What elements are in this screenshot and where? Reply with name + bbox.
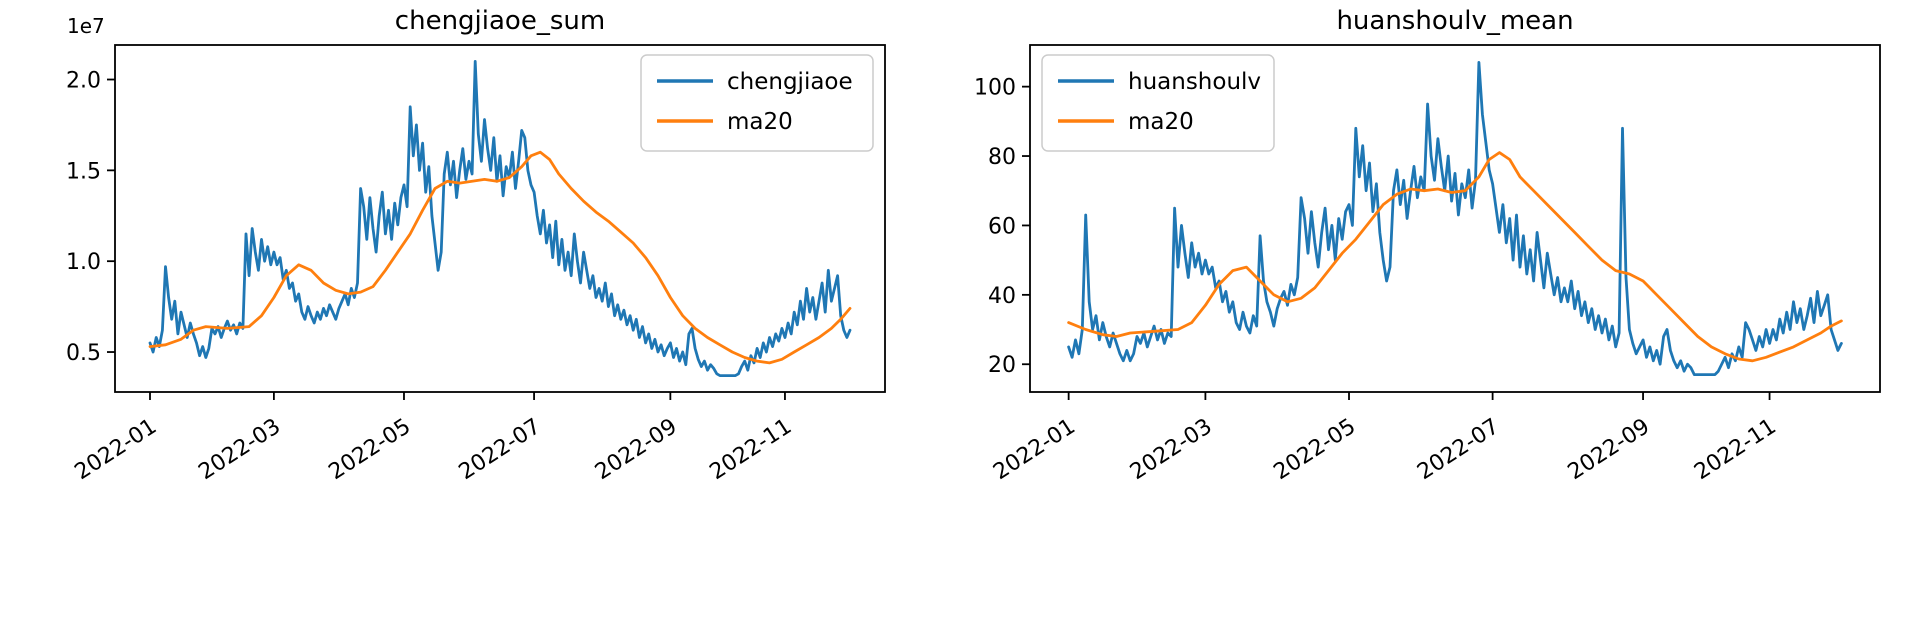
x-tick-label: 2022-05 [1270, 414, 1361, 485]
legend-box [640, 54, 874, 152]
y-tick-label: 2.0 [66, 69, 101, 94]
y-tick-label: 60 [988, 214, 1016, 239]
x-tick-label: 2022-01 [71, 414, 162, 485]
x-tick-label: 2022-07 [455, 414, 546, 485]
x-tick-label: 2022-03 [194, 414, 285, 485]
x-tick-label: 2022-11 [706, 414, 797, 485]
x-tick-label: 2022-11 [1690, 414, 1781, 485]
series-huanshoulv-line [1067, 61, 1843, 377]
y-tick-label: 40 [988, 284, 1016, 309]
chart-title: huanshoulv_mean [1336, 6, 1574, 36]
x-tick-label: 2022-09 [1564, 414, 1655, 485]
y-tick-label: 20 [988, 353, 1016, 378]
legend-label-chengjiaoe: chengjiaoe [727, 69, 853, 95]
series-chengjiaoe-line [148, 60, 852, 378]
legend-label-ma20: ma20 [727, 109, 793, 135]
y-axis-offset-label: 1e7 [67, 14, 105, 38]
y-tick-label: 100 [974, 76, 1016, 101]
x-tick-label: 2022-09 [591, 414, 682, 485]
plot-border [114, 44, 886, 393]
plot-border [1029, 44, 1881, 393]
y-tick-label: 0.5 [66, 341, 101, 366]
chart-huanshoulv-mean: huanshoulv_mean 20 40 60 80 100 2022-01 2022-0… [957, 0, 1914, 632]
x-tick-label: 2022-01 [989, 414, 1080, 485]
huanshoulv-mean-plot: 20 40 60 80 100 2022-01 2022-03 2022-05 2022-07 2… [974, 44, 1881, 485]
legend-label-huanshoulv: huanshoulv [1128, 69, 1261, 95]
series-ma20-line [148, 150, 852, 365]
legend-label-ma20: ma20 [1128, 109, 1194, 135]
y-tick-label: 80 [988, 145, 1016, 170]
series-ma20-line [1067, 151, 1843, 363]
chart-title: chengjiaoe_sum [394, 6, 606, 36]
legend-box [1041, 54, 1275, 152]
x-tick-label: 2022-03 [1126, 414, 1217, 485]
x-tick-label: 2022-07 [1413, 414, 1504, 485]
x-tick-label: 2022-05 [325, 414, 416, 485]
y-tick-label: 1.0 [66, 250, 101, 275]
chart-chengjiaoe-sum: chengjiaoe_sum 0.5 1.0 1.5 2.0 2022-01 2022-0… [66, 6, 886, 485]
chengjiaoe-sum-plot: 0.5 1.0 1.5 2.0 2022-01 2022-03 2022-05 2022-07… [66, 14, 886, 485]
y-tick-label: 1.5 [66, 159, 101, 184]
